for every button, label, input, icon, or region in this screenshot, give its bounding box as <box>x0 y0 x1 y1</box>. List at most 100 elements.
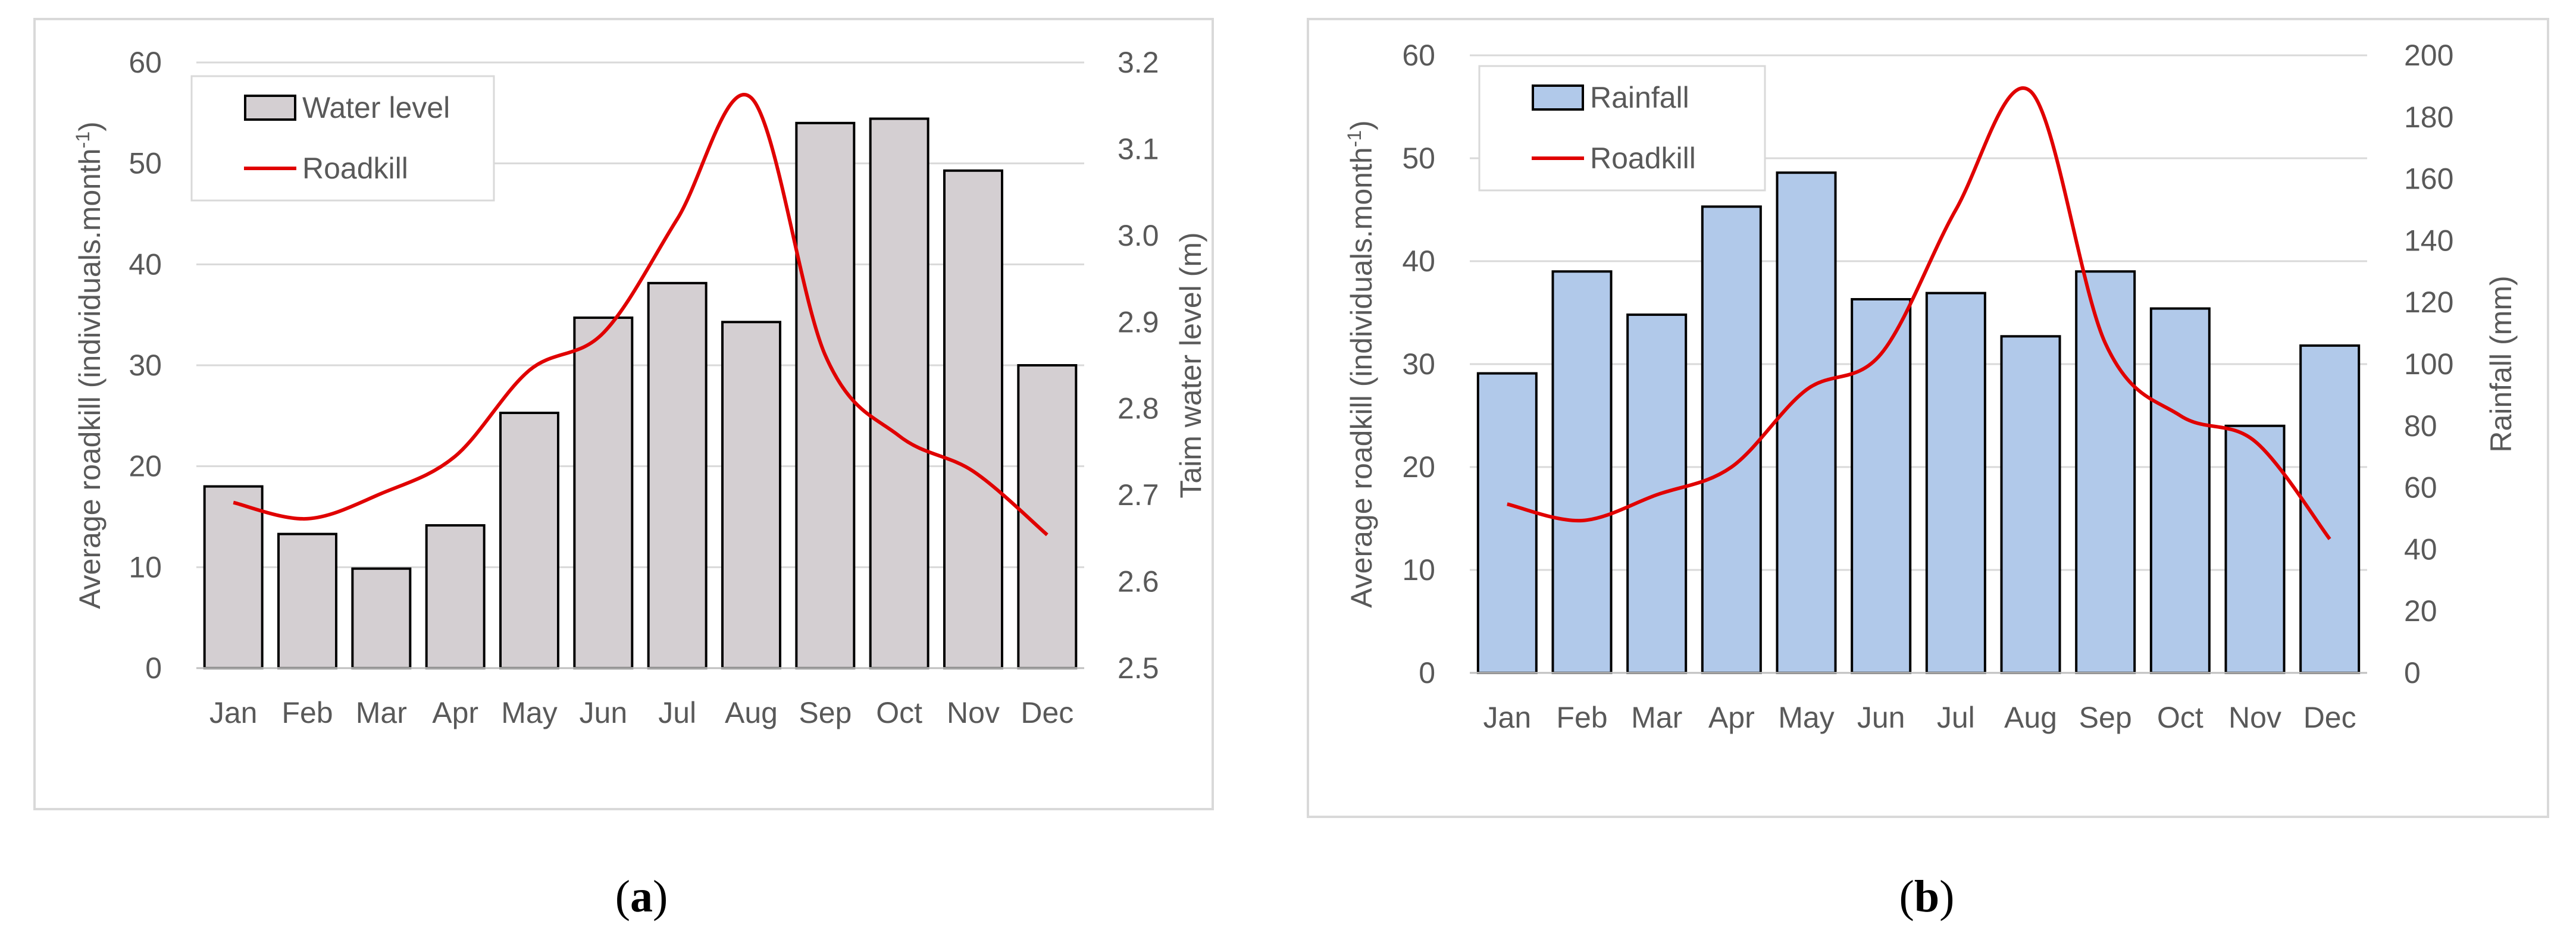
bar-apr <box>1701 205 1762 674</box>
y-tick-left: 30 <box>129 349 162 382</box>
x-tick-label: Feb <box>1556 701 1607 734</box>
y-tick-left: 20 <box>129 450 162 483</box>
bar-sep <box>795 121 856 670</box>
y-axis-label-right: Rainfall (mm) <box>2484 275 2518 452</box>
y-tick-right: 2.5 <box>1118 651 1159 685</box>
panel-caption: (a) <box>615 872 668 922</box>
x-tick-label: Mar <box>356 696 407 729</box>
y-tick-left: 50 <box>129 147 162 180</box>
bar-jul <box>647 281 708 670</box>
x-tick-label: Dec <box>1021 696 1073 729</box>
bar-mar <box>351 567 412 669</box>
y-tick-left: 30 <box>1402 347 1435 381</box>
bar-jan <box>203 485 264 669</box>
caption-letter: a <box>630 872 653 922</box>
y-axis-label-left-close: ) <box>1345 120 1378 130</box>
x-tick-label: May <box>1778 701 1834 734</box>
x-tick-label: Jun <box>580 696 628 729</box>
x-tick-label: Dec <box>2303 701 2356 734</box>
legend-label-bar: Water level <box>302 91 450 124</box>
bar-may <box>1776 171 1837 675</box>
bar-jul <box>1925 292 1986 674</box>
caption-close: ) <box>1939 872 1954 922</box>
y-tick-left: 0 <box>145 651 162 685</box>
caption-open: ( <box>615 872 630 922</box>
bar-feb <box>1551 270 1613 674</box>
y-axis-label-left: Average roadkill (individuals.month-1) <box>1344 120 1378 608</box>
y-tick-right: 80 <box>2404 409 2437 443</box>
bar-jan <box>1476 372 1538 674</box>
legend-box <box>190 75 495 202</box>
y-axis-label-left-main: Average roadkill (individuals.month <box>73 148 107 609</box>
y-axis-label-left: Average roadkill (individuals.month-1) <box>72 121 107 609</box>
x-tick-label: Jan <box>209 696 258 729</box>
roadkill-line <box>233 93 1048 537</box>
bar-sep <box>2075 270 2136 674</box>
x-tick-label: May <box>501 696 557 729</box>
y-tick-left: 10 <box>1402 553 1435 587</box>
y-axis-label-left-close: ) <box>73 121 107 131</box>
y-tick-left: 40 <box>1402 245 1435 278</box>
y-tick-right: 20 <box>2404 594 2437 628</box>
y-tick-right: 2.8 <box>1118 392 1159 425</box>
bar-aug <box>721 321 781 669</box>
y-tick-left: 0 <box>1419 656 1435 690</box>
y-tick-right: 200 <box>2404 39 2453 72</box>
y-tick-right: 180 <box>2404 101 2453 134</box>
y-tick-left: 60 <box>1402 39 1435 72</box>
x-tick-label: Jul <box>1937 701 1975 734</box>
x-tick-label: Apr <box>432 696 478 729</box>
x-tick-label: Sep <box>799 696 852 729</box>
x-tick-label: Nov <box>2228 701 2281 734</box>
chart-panel-b: 0 10 20 30 40 50 60 0 20 40 60 80 100 120 140 160 180 200… <box>1307 18 2549 922</box>
legend-label-bar: Rainfall <box>1590 81 1689 114</box>
y-tick-right: 3.2 <box>1118 46 1159 79</box>
bar-may <box>499 411 559 669</box>
bar-apr <box>425 524 486 669</box>
y-tick-right: 60 <box>2404 471 2437 505</box>
y-tick-right: 40 <box>2404 532 2437 566</box>
x-tick-label: Jun <box>1857 701 1905 734</box>
y-tick-right: 120 <box>2404 286 2453 319</box>
legend-swatch-bar <box>244 95 296 121</box>
y-tick-right: 160 <box>2404 162 2453 196</box>
y-tick-left: 50 <box>1402 142 1435 175</box>
panel-caption: (b) <box>1899 872 1955 922</box>
y-axis-label-left-sup: -1 <box>72 131 93 148</box>
x-tick-label: Nov <box>947 696 1000 729</box>
roadkill-line <box>1507 86 2331 540</box>
y-axis-label-left-main: Average roadkill (individuals.month <box>1345 147 1378 608</box>
x-tick-label: Feb <box>281 696 333 729</box>
caption-letter: b <box>1914 872 1939 922</box>
y-tick-right: 2.6 <box>1118 565 1159 599</box>
x-tick-label: Jul <box>658 696 696 729</box>
x-tick-label: Mar <box>1631 701 1682 734</box>
chart-panel-a: 0 10 20 30 40 50 60 2.5 2.6 2.7 2.8 2.9 3.0 3.1 3.2 Jan… <box>33 18 1214 922</box>
y-tick-right: 2.7 <box>1118 478 1159 512</box>
legend-label-line: Roadkill <box>302 152 408 185</box>
y-tick-left: 40 <box>129 247 162 281</box>
y-tick-right: 100 <box>2404 347 2453 381</box>
x-tick-label: Sep <box>2079 701 2132 734</box>
bar-oct <box>2149 307 2211 674</box>
y-tick-right: 2.9 <box>1118 305 1159 339</box>
bar-jun <box>573 317 634 669</box>
legend-label-line: Roadkill <box>1590 142 1696 175</box>
caption-open: ( <box>1899 872 1914 922</box>
y-tick-right: 3.0 <box>1118 219 1159 252</box>
y-tick-right: 140 <box>2404 224 2453 257</box>
y-tick-right: 3.1 <box>1118 132 1159 165</box>
bar-dec <box>1017 364 1078 669</box>
bar-aug <box>2000 335 2061 674</box>
y-tick-left: 10 <box>129 550 162 584</box>
x-tick-label: Oct <box>876 696 922 729</box>
bar-feb <box>277 532 337 669</box>
x-tick-label: Aug <box>725 696 778 729</box>
y-tick-left: 20 <box>1402 450 1435 484</box>
caption-close: ) <box>653 872 668 922</box>
y-axis-label-left-sup: -1 <box>1344 130 1365 147</box>
x-tick-label: Oct <box>2157 701 2203 734</box>
x-tick-label: Aug <box>2004 701 2057 734</box>
x-tick-label: Jan <box>1483 701 1532 734</box>
